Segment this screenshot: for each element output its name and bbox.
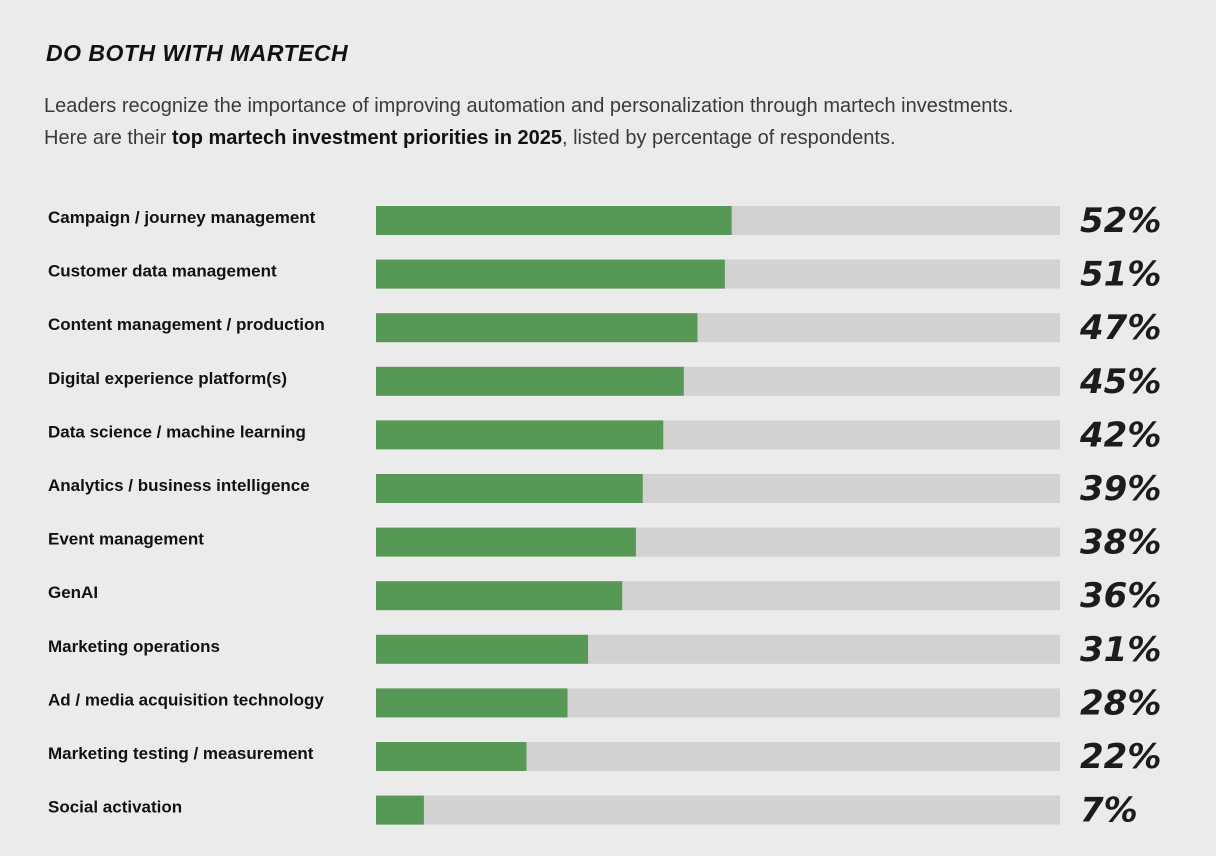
bar xyxy=(376,206,732,235)
bar-row: Ad / media acquisition technology 28% xyxy=(48,683,1161,723)
value-label: 52% xyxy=(1080,201,1161,241)
bar xyxy=(376,259,725,289)
bar-row: GenAI 36% xyxy=(48,576,1161,616)
bar xyxy=(376,527,636,557)
bar-row: Marketing testing / measurement 22% xyxy=(48,737,1161,777)
bar-row: Event management 38% xyxy=(48,523,1161,563)
bar-row: Content management / production 47% xyxy=(48,308,1161,348)
bar-row: Marketing operations 31% xyxy=(48,630,1161,670)
category-label: Customer data management xyxy=(48,262,277,281)
category-label: Marketing operations xyxy=(48,637,220,656)
subtitle-bold: top martech investment priorities in 202… xyxy=(171,127,562,149)
value-label: 22% xyxy=(1080,737,1161,777)
bar xyxy=(376,474,643,503)
value-label: 28% xyxy=(1080,683,1161,723)
bar-row: Digital experience platform(s) 45% xyxy=(48,362,1161,402)
category-label: GenAI xyxy=(48,583,98,602)
value-label: 7% xyxy=(1080,791,1138,831)
bar xyxy=(376,313,698,343)
subtitle-pre: Here are their xyxy=(44,127,172,149)
bar-row: Campaign / journey management 52% xyxy=(48,201,1161,241)
category-label: Digital experience platform(s) xyxy=(48,369,287,388)
category-label: Ad / media acquisition technology xyxy=(48,690,324,709)
category-label: Marketing testing / measurement xyxy=(48,744,314,763)
value-label: 39% xyxy=(1080,469,1161,509)
category-label: Event management xyxy=(48,530,204,549)
bar xyxy=(376,420,664,450)
bar xyxy=(376,742,527,771)
value-label: 42% xyxy=(1079,415,1161,455)
bar-row: Customer data management 51% xyxy=(48,255,1161,295)
bar xyxy=(376,366,684,396)
category-label: Social activation xyxy=(48,798,182,817)
subtitle-post: , listed by percentage of respondents. xyxy=(561,127,896,149)
value-label: 47% xyxy=(1079,308,1161,348)
bar-row: Social activation 7% xyxy=(48,791,1138,831)
category-label: Data science / machine learning xyxy=(48,422,306,441)
value-label: 51% xyxy=(1080,255,1161,295)
chart-title: DO BOTH WITH MARTECH xyxy=(46,40,349,66)
category-label: Campaign / journey management xyxy=(48,208,316,227)
bar-track xyxy=(376,795,1060,825)
bar-row: Data science / machine learning 42% xyxy=(48,415,1161,455)
value-label: 31% xyxy=(1080,630,1161,670)
bar xyxy=(376,634,589,664)
bar xyxy=(376,581,623,611)
category-label: Content management / production xyxy=(48,315,325,334)
chart-subtitle: Leaders recognize the importance of impr… xyxy=(44,90,1164,154)
value-label: 36% xyxy=(1080,576,1161,616)
value-label: 38% xyxy=(1080,523,1161,563)
value-label: 45% xyxy=(1079,362,1161,402)
bar xyxy=(376,795,424,825)
bar xyxy=(376,688,568,718)
subtitle-line-1: Leaders recognize the importance of impr… xyxy=(44,95,1014,117)
category-label: Analytics / business intelligence xyxy=(48,476,310,495)
bar-row: Analytics / business intelligence 39% xyxy=(48,469,1161,509)
